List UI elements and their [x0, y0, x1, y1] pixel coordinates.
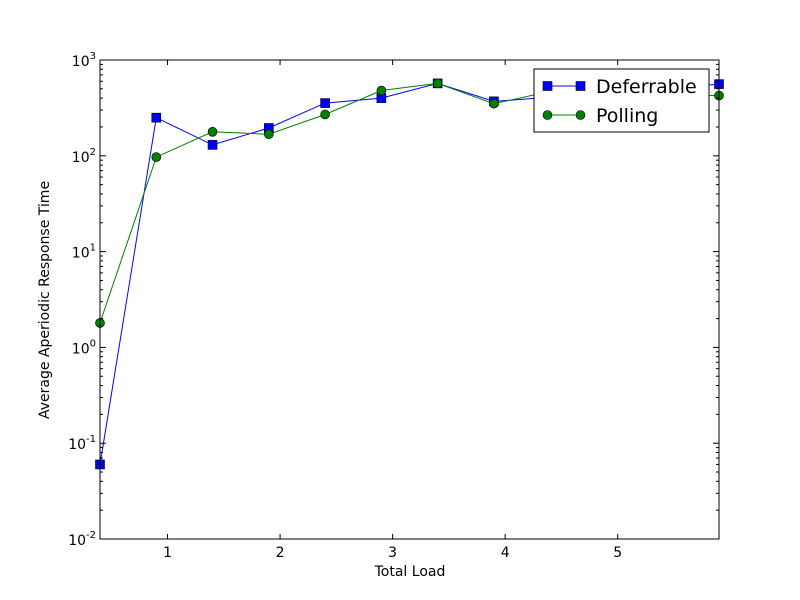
legend-polling-label: Polling [596, 105, 658, 127]
data-point-deferrable [207, 140, 218, 150]
data-point-polling [151, 152, 162, 162]
y-tick-label: 102 [72, 147, 96, 166]
data-point-deferrable [151, 112, 162, 123]
x-tick-label: 1 [163, 545, 172, 561]
data-point-polling [376, 85, 387, 96]
legend-polling-marker-right [575, 110, 586, 120]
legend-polling-marker-left [542, 110, 553, 120]
x-axis: 1 2 3 4 5 [163, 60, 622, 561]
legend: Deferrable Polling [533, 68, 710, 133]
x-tick-label: 4 [501, 545, 510, 561]
y-tick-label: 10-2 [68, 530, 96, 549]
legend-box [533, 68, 710, 133]
legend-deferrable-marker-left [542, 81, 553, 91]
plot-frame [99, 59, 720, 540]
legend-entry-polling: Polling [542, 105, 658, 127]
x-tick-label: 2 [276, 545, 285, 561]
legend-entry-deferrable: Deferrable [542, 76, 697, 98]
y-tick-label: 100 [72, 338, 96, 357]
data-point-polling [207, 127, 218, 137]
data-point-polling [489, 98, 499, 109]
x-axis-label: Total Load [374, 564, 446, 580]
legend-deferrable-marker-right [575, 81, 586, 91]
x-tick-label: 5 [613, 545, 622, 561]
data-point-polling [264, 129, 274, 140]
y-axis-label: Average Aperiodic Response Time [37, 181, 53, 419]
legend-deferrable-label: Deferrable [596, 76, 697, 98]
y-tick-label: 10-1 [68, 434, 96, 453]
y-tick-label: 101 [72, 243, 96, 262]
y-axis: 10-2 10-1 100 101 102 103 [68, 51, 719, 549]
data-point-polling [320, 109, 330, 120]
data-point-polling [432, 78, 443, 89]
data-point-deferrable [320, 98, 330, 108]
y-tick-label: 103 [72, 51, 96, 70]
x-tick-label: 3 [388, 545, 397, 561]
